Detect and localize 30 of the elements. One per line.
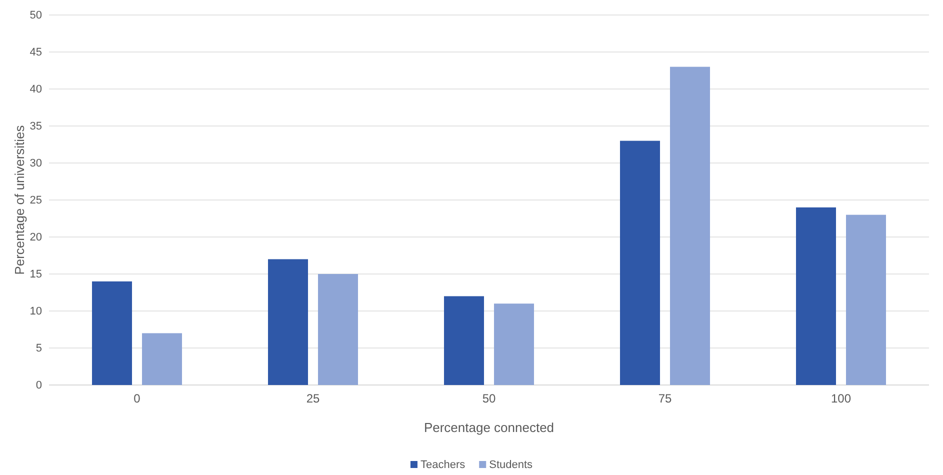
- bar: [142, 333, 182, 385]
- bar: [620, 140, 660, 385]
- y-tick-label: 20: [30, 232, 42, 244]
- x-tick-label: 50: [482, 391, 496, 406]
- y-tick-label: 0: [36, 380, 42, 392]
- bar: [268, 259, 308, 385]
- legend-label: Teachers: [420, 459, 466, 471]
- y-tick-label: 25: [30, 194, 42, 207]
- legend-label: Students: [489, 459, 534, 471]
- x-tick-label: 75: [658, 391, 672, 406]
- bar: [444, 296, 484, 385]
- x-tick-label: 100: [830, 391, 852, 406]
- bar: [92, 281, 132, 385]
- y-tick-label: 50: [30, 10, 42, 22]
- y-tick-label: 45: [30, 46, 42, 59]
- y-tick-label: 40: [30, 84, 42, 96]
- bar: [796, 207, 836, 385]
- bar: [318, 274, 358, 385]
- bar: [670, 66, 710, 385]
- x-axis-title: Percentage connected: [424, 420, 554, 435]
- x-tick-label: 25: [306, 391, 320, 406]
- y-tick-label: 5: [36, 342, 42, 355]
- bar: [846, 214, 886, 385]
- y-tick-label: 15: [30, 268, 42, 281]
- bar: [494, 304, 534, 385]
- x-tick-label: 0: [134, 391, 141, 406]
- y-tick-label: 10: [30, 306, 42, 318]
- y-axis-title: Percentage of universities: [12, 124, 27, 275]
- y-tick-label: 30: [30, 158, 42, 170]
- y-tick-label: 35: [30, 120, 42, 133]
